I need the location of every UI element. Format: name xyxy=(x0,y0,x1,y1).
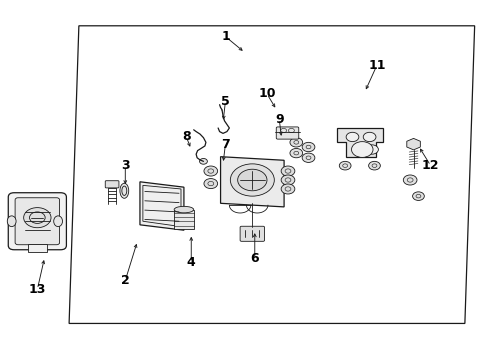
Ellipse shape xyxy=(174,206,194,213)
Circle shape xyxy=(339,161,351,170)
Circle shape xyxy=(413,192,424,201)
Ellipse shape xyxy=(238,169,267,191)
Circle shape xyxy=(366,145,378,154)
Text: 8: 8 xyxy=(182,130,191,144)
Text: 4: 4 xyxy=(187,256,196,269)
Text: 5: 5 xyxy=(221,95,230,108)
Circle shape xyxy=(281,166,295,176)
Polygon shape xyxy=(174,210,194,229)
Polygon shape xyxy=(337,128,383,157)
FancyBboxPatch shape xyxy=(276,127,299,139)
FancyBboxPatch shape xyxy=(15,198,60,245)
Circle shape xyxy=(346,132,359,141)
Text: 6: 6 xyxy=(250,252,259,265)
Circle shape xyxy=(403,175,417,185)
Ellipse shape xyxy=(7,216,16,226)
Polygon shape xyxy=(220,157,284,207)
Ellipse shape xyxy=(230,164,274,196)
Polygon shape xyxy=(140,182,184,230)
Text: 7: 7 xyxy=(221,138,230,150)
Circle shape xyxy=(204,166,218,176)
Circle shape xyxy=(363,132,376,141)
Circle shape xyxy=(281,175,295,185)
Polygon shape xyxy=(407,138,420,150)
Circle shape xyxy=(24,208,51,228)
Text: 3: 3 xyxy=(121,159,129,172)
Text: 12: 12 xyxy=(422,159,440,172)
Text: 2: 2 xyxy=(121,274,130,287)
Circle shape xyxy=(290,148,303,158)
Text: 1: 1 xyxy=(221,30,230,43)
Circle shape xyxy=(281,184,295,194)
FancyBboxPatch shape xyxy=(105,181,119,188)
Circle shape xyxy=(302,142,315,152)
Circle shape xyxy=(368,161,380,170)
Ellipse shape xyxy=(120,183,129,198)
FancyBboxPatch shape xyxy=(240,226,265,241)
Circle shape xyxy=(302,153,315,162)
Text: 11: 11 xyxy=(368,59,386,72)
Text: 9: 9 xyxy=(275,113,284,126)
Circle shape xyxy=(290,138,303,147)
Circle shape xyxy=(199,158,207,164)
Text: 10: 10 xyxy=(258,87,276,100)
Circle shape xyxy=(204,179,218,189)
FancyBboxPatch shape xyxy=(8,193,67,250)
Text: 13: 13 xyxy=(28,283,46,296)
FancyBboxPatch shape xyxy=(28,244,47,252)
Ellipse shape xyxy=(54,216,63,226)
Circle shape xyxy=(351,141,373,157)
